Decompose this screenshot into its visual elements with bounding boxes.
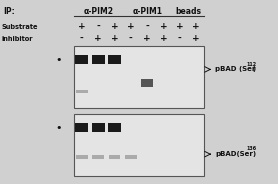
FancyBboxPatch shape bbox=[74, 114, 204, 176]
Text: pBAD (Ser: pBAD (Ser bbox=[215, 66, 256, 72]
FancyBboxPatch shape bbox=[108, 55, 121, 65]
Text: -: - bbox=[80, 34, 84, 43]
Text: ): ) bbox=[252, 66, 255, 72]
FancyBboxPatch shape bbox=[75, 55, 88, 65]
Text: +: + bbox=[143, 34, 151, 43]
FancyBboxPatch shape bbox=[93, 155, 104, 159]
Text: +: + bbox=[94, 34, 102, 43]
Text: inhibitor: inhibitor bbox=[1, 36, 33, 42]
Text: •: • bbox=[55, 55, 62, 65]
Text: +: + bbox=[176, 22, 184, 31]
Text: IP:: IP: bbox=[3, 8, 14, 16]
Text: beads: beads bbox=[175, 8, 201, 16]
Text: +: + bbox=[78, 22, 86, 31]
Text: -: - bbox=[178, 34, 182, 43]
Text: +: + bbox=[160, 34, 167, 43]
Text: +: + bbox=[160, 22, 167, 31]
Text: α-PIM2: α-PIM2 bbox=[83, 8, 113, 16]
Text: +: + bbox=[127, 22, 135, 31]
FancyBboxPatch shape bbox=[92, 55, 105, 65]
FancyBboxPatch shape bbox=[76, 90, 88, 93]
FancyBboxPatch shape bbox=[76, 155, 88, 159]
Text: 136: 136 bbox=[247, 146, 257, 151]
FancyBboxPatch shape bbox=[108, 123, 121, 132]
Text: -: - bbox=[145, 22, 149, 31]
FancyBboxPatch shape bbox=[74, 46, 204, 108]
Text: ): ) bbox=[252, 151, 255, 157]
Text: Substrate: Substrate bbox=[1, 24, 38, 30]
Text: -: - bbox=[96, 22, 100, 31]
FancyBboxPatch shape bbox=[141, 79, 153, 87]
FancyBboxPatch shape bbox=[109, 155, 120, 159]
Text: +: + bbox=[192, 22, 200, 31]
FancyBboxPatch shape bbox=[125, 155, 136, 159]
Text: +: + bbox=[192, 34, 200, 43]
Text: α-PIM1: α-PIM1 bbox=[132, 8, 162, 16]
Text: 112: 112 bbox=[247, 62, 257, 67]
Text: •: • bbox=[55, 123, 62, 133]
Text: +: + bbox=[111, 34, 118, 43]
Text: -: - bbox=[129, 34, 133, 43]
FancyBboxPatch shape bbox=[92, 123, 105, 132]
FancyBboxPatch shape bbox=[75, 123, 88, 132]
Text: +: + bbox=[111, 22, 118, 31]
Text: pBAD(Ser: pBAD(Ser bbox=[215, 151, 253, 157]
